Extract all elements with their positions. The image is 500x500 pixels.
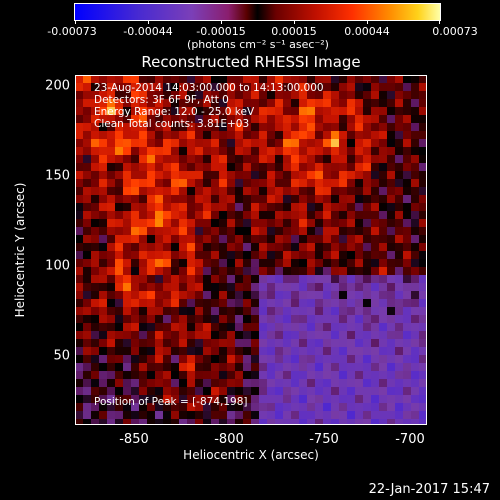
y-tick-label: 200 [45, 78, 70, 94]
rhessi-image [75, 75, 427, 425]
colorbar [74, 3, 441, 21]
colorbar-label: -0.00015 [196, 25, 246, 38]
info-clean: Clean Total counts: 3.81E+03 [94, 118, 250, 130]
colorbar-tick [439, 20, 440, 24]
colorbar-label: 0.00015 [271, 25, 317, 38]
x-tick-label: -800 [214, 432, 244, 447]
heatmap-pixels [75, 75, 427, 425]
y-tick-label: 100 [45, 258, 70, 274]
x-tick-label: -700 [395, 432, 425, 447]
colorbar-tick [221, 20, 222, 24]
info-detectors: Detectors: 3F 6F 9F, Att 0 [94, 94, 229, 106]
colorbar-tick [294, 20, 295, 24]
colorbar-label: -0.00073 [47, 25, 97, 38]
colorbar-tick [148, 20, 149, 24]
colorbar-label: -0.00044 [123, 25, 173, 38]
x-axis-label: Heliocentric X (arcsec) [183, 448, 319, 462]
x-tick-label: -850 [119, 432, 149, 447]
colorbar-label: 0.00073 [432, 25, 478, 38]
y-tick-label: 50 [53, 348, 70, 364]
info-energy: Energy Range: 12.0 - 25.0 keV [94, 106, 255, 118]
colorbar-units: (photons cm⁻² s⁻¹ asec⁻²) [187, 38, 329, 51]
timestamp: 22-Jan-2017 15:47 [368, 482, 490, 497]
info-time: 23-Aug-2014 14:03:00.000 to 14:13:00.000 [94, 82, 324, 94]
x-tick-label: -750 [309, 432, 339, 447]
peak-position: Position of Peak = [-874,198] [94, 396, 248, 408]
y-tick-label: 150 [45, 168, 70, 184]
image-title: Reconstructed RHESSI Image [141, 53, 361, 71]
colorbar-label: 0.00044 [344, 25, 390, 38]
colorbar-tick [367, 20, 368, 24]
y-axis-label: Heliocentric Y (arcsec) [13, 182, 27, 318]
colorbar-tick [75, 20, 76, 24]
